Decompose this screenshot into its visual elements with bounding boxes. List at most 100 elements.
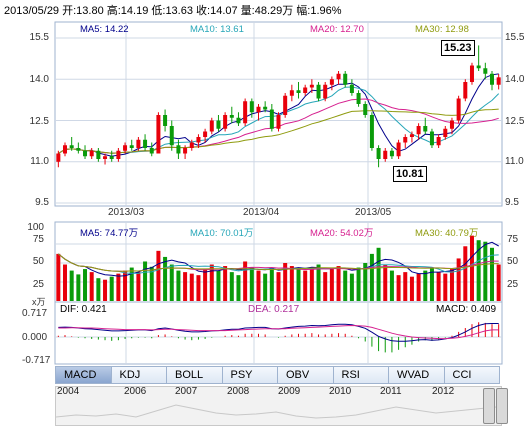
candle-body	[403, 137, 408, 143]
candle-body	[216, 120, 221, 129]
volume-bar	[243, 261, 248, 301]
candle-body	[169, 126, 174, 146]
ma-label: MA30: 12.98	[415, 24, 469, 35]
volume-bar	[63, 264, 68, 301]
candle-body	[236, 117, 241, 124]
volume-bar	[156, 250, 161, 301]
macd-panel-frame	[54, 301, 503, 365]
candle-body	[256, 106, 261, 113]
volume-bar	[76, 274, 81, 301]
candle-body	[283, 95, 288, 115]
candle-body	[336, 73, 341, 80]
volume-bar	[236, 275, 241, 301]
volume-bar	[189, 273, 194, 301]
ma-label: MA10: 13.61	[190, 24, 244, 35]
candle-body	[109, 156, 114, 159]
volume-bar	[116, 273, 121, 301]
tab-kdj[interactable]: KDJ	[111, 366, 167, 384]
volume-bar	[303, 270, 308, 301]
candle-body	[56, 153, 61, 162]
candle-body	[276, 115, 281, 129]
candle-body	[69, 145, 74, 148]
ma30-line	[58, 108, 499, 154]
price-ma-legend: MA5: 14.22 MA10: 13.61 MA20: 12.70 MA30: 12…	[80, 24, 500, 36]
navigator-year: 2007	[175, 386, 198, 397]
volume-bar	[289, 266, 294, 301]
price-tick-right: 12.5	[505, 116, 525, 127]
candle-body	[89, 150, 94, 157]
price-tick-left: 12.5	[29, 116, 49, 127]
navigator-year: 2011	[380, 386, 402, 397]
tab-boll[interactable]: BOLL	[167, 366, 223, 384]
navigator-left-handle[interactable]	[483, 388, 495, 424]
volume-bar	[329, 269, 334, 301]
candle-body	[269, 109, 274, 129]
volume-bar	[443, 273, 448, 301]
candle-body	[389, 150, 394, 157]
volume-bar	[256, 270, 261, 301]
candle-body	[316, 84, 321, 99]
candle-body	[369, 115, 374, 148]
navigator-year: 2009	[278, 386, 301, 397]
volume-bar	[196, 275, 201, 301]
timeline-navigator[interactable]	[55, 386, 502, 426]
volume-bar	[129, 267, 134, 301]
volume-bar	[216, 270, 221, 301]
candle-body	[129, 145, 134, 148]
volume-bar	[356, 267, 361, 301]
volume-ma-legend: MA5: 74.77万 MA10: 70.01万 MA20: 54.02万 MA30:…	[80, 225, 500, 239]
macd-tick: 0.717	[22, 308, 48, 319]
navigator-right-handle[interactable]	[496, 388, 508, 424]
volume-unit: x万	[32, 297, 46, 307]
volume-bar	[336, 266, 341, 301]
candle-body	[449, 120, 454, 129]
tab-macd[interactable]: MACD	[55, 366, 112, 384]
candle-body	[463, 82, 468, 99]
volume-bar	[489, 247, 494, 301]
volume-bar	[283, 263, 288, 301]
candle-body	[349, 84, 354, 93]
tab-psy[interactable]: PSY	[222, 366, 278, 384]
volume-tick-left: 100	[27, 222, 44, 233]
volume-bar	[469, 235, 474, 301]
candle-body	[469, 65, 474, 82]
volume-bar	[203, 269, 208, 301]
tab-rsi[interactable]: RSI	[333, 366, 389, 384]
volume-bar	[309, 267, 314, 301]
candle-body	[416, 126, 421, 135]
candle-body	[483, 68, 488, 74]
candle-body	[363, 104, 368, 115]
candle-body	[303, 87, 308, 93]
date-tick: 2013/05	[355, 207, 392, 218]
dif-label: DIF: 0.421	[60, 304, 107, 315]
tab-obv[interactable]: OBV	[278, 366, 334, 384]
candle-body	[323, 84, 328, 99]
volume-bar	[263, 273, 268, 301]
candle-body	[203, 131, 208, 137]
tab-wvad[interactable]: WVAD	[389, 366, 445, 384]
candle-body	[136, 139, 141, 148]
candle-body	[249, 101, 254, 113]
price-tick-left: 11.0	[30, 156, 49, 167]
volume-bar	[349, 273, 354, 301]
volume-bar	[436, 272, 441, 301]
tab-cci[interactable]: CCI	[444, 366, 500, 384]
price-tick-left: 9.5	[35, 197, 49, 208]
candle-body	[329, 79, 334, 85]
candle-body	[76, 148, 81, 151]
volume-bar	[416, 273, 421, 301]
candle-body	[243, 101, 248, 124]
low-price-callout: 10.81	[393, 166, 427, 182]
candle-body	[476, 65, 481, 69]
volume-bar	[316, 264, 321, 301]
ma-label: MA20: 54.02万	[310, 228, 374, 239]
quote-header: 2013/05/29 开:13.80 高:14.19 低:13.63 收:14.…	[4, 5, 342, 17]
volume-bar	[123, 270, 128, 301]
volume-tick-right: 50	[507, 256, 519, 267]
candle-body	[429, 131, 434, 146]
candle-body	[376, 148, 381, 159]
navigator-year: 2010	[329, 386, 352, 397]
volume-bar	[483, 241, 488, 301]
candle-body	[176, 145, 181, 154]
ma-label: MA30: 40.79万	[415, 228, 479, 239]
